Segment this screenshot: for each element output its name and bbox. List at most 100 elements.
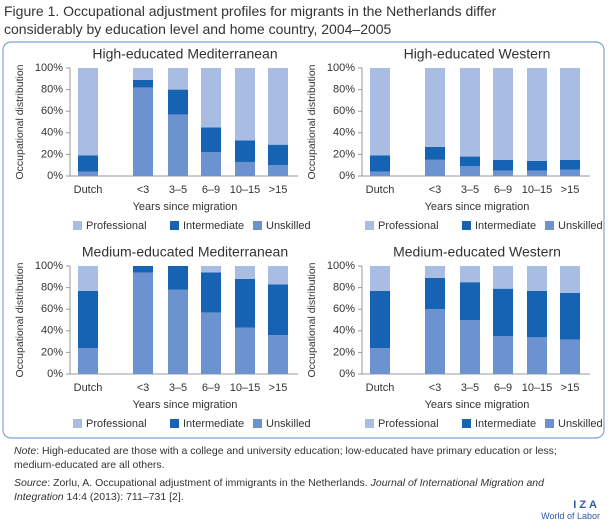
legend-swatch bbox=[73, 419, 82, 428]
bar-segment bbox=[425, 68, 445, 147]
legend-label: Unskilled bbox=[558, 418, 603, 430]
bar-segment bbox=[168, 89, 188, 115]
legend-swatch bbox=[170, 221, 179, 230]
y-tick-label: 0% bbox=[339, 368, 355, 380]
legend-swatch bbox=[545, 419, 554, 428]
y-tick-label: 80% bbox=[41, 84, 63, 96]
bar-segment bbox=[235, 140, 255, 162]
bar-segment bbox=[235, 68, 255, 141]
bar-segment bbox=[527, 337, 547, 374]
bar-segment bbox=[425, 309, 445, 374]
bar-segment bbox=[235, 161, 255, 176]
legend-label: Unskilled bbox=[266, 220, 311, 232]
bar-segment bbox=[78, 266, 98, 291]
y-tick-label: 40% bbox=[41, 127, 63, 139]
x-tick-label: 6–9 bbox=[202, 382, 220, 394]
legend-label: Intermediate bbox=[475, 220, 536, 232]
chart-title: High-educated Mediterranean bbox=[92, 46, 277, 62]
y-tick-label: 60% bbox=[333, 303, 355, 315]
legend-swatch bbox=[545, 221, 554, 230]
bar-segment bbox=[370, 68, 390, 156]
bar-segment bbox=[460, 166, 480, 176]
bar-segment bbox=[493, 170, 513, 176]
x-axis-label: Years since migration bbox=[425, 201, 530, 213]
bar-segment bbox=[460, 266, 480, 283]
legend-swatch bbox=[365, 221, 374, 230]
bar-segment bbox=[235, 327, 255, 374]
bar-segment bbox=[493, 288, 513, 337]
bar-segment bbox=[527, 266, 547, 291]
x-tick-label: <3 bbox=[137, 184, 150, 196]
x-tick-label: >15 bbox=[561, 184, 580, 196]
bar-segment bbox=[201, 272, 221, 313]
x-tick-label: 3–5 bbox=[461, 184, 479, 196]
legend-label: Intermediate bbox=[183, 418, 244, 430]
bar-segment bbox=[527, 170, 547, 176]
y-axis-label: Occupational distribution bbox=[306, 262, 318, 377]
bar-segment bbox=[201, 68, 221, 128]
bar-segment bbox=[133, 68, 153, 80]
y-tick-label: 20% bbox=[333, 148, 355, 160]
legend-label: Professional bbox=[378, 418, 439, 430]
bar-segment bbox=[527, 290, 547, 338]
bar-segment bbox=[268, 284, 288, 336]
y-tick-label: 80% bbox=[333, 84, 355, 96]
y-tick-label: 0% bbox=[47, 368, 63, 380]
legend-label: Intermediate bbox=[475, 418, 536, 430]
y-tick-label: 60% bbox=[41, 105, 63, 117]
x-tick-label: Dutch bbox=[366, 382, 395, 394]
bar-segment bbox=[460, 156, 480, 167]
y-tick-label: 0% bbox=[47, 170, 63, 182]
x-axis-label: Years since migration bbox=[133, 399, 238, 411]
x-tick-label: <3 bbox=[137, 382, 150, 394]
y-tick-label: 40% bbox=[333, 325, 355, 337]
bar-segment bbox=[560, 68, 580, 160]
legend-label: Professional bbox=[86, 418, 147, 430]
logo-sub: World of Labor bbox=[541, 511, 600, 521]
bar-segment bbox=[527, 160, 547, 171]
x-tick-label: 6–9 bbox=[494, 184, 512, 196]
title-line: considerably by education level and home… bbox=[4, 21, 392, 37]
x-tick-label: >15 bbox=[561, 382, 580, 394]
x-tick-label: 10–15 bbox=[522, 184, 553, 196]
bar-segment bbox=[425, 266, 445, 278]
x-tick-label: 6–9 bbox=[202, 184, 220, 196]
y-tick-label: 60% bbox=[333, 105, 355, 117]
note-label: Note bbox=[14, 445, 37, 457]
logo-name: IZA bbox=[573, 499, 600, 511]
x-axis-label: Years since migration bbox=[133, 201, 238, 213]
bar-segment bbox=[493, 159, 513, 171]
x-tick-label: 3–5 bbox=[169, 184, 187, 196]
note-text: : High-educated are those with a college… bbox=[14, 445, 557, 471]
frame bbox=[2, 41, 605, 439]
bar-segment bbox=[560, 169, 580, 176]
source-label: Source bbox=[14, 477, 48, 489]
bar-segment bbox=[168, 68, 188, 90]
bar-segment bbox=[370, 290, 390, 349]
bar-segment bbox=[370, 155, 390, 172]
legend-swatch bbox=[170, 419, 179, 428]
figure-title: Figure 1. Occupational adjustment profil… bbox=[4, 2, 604, 38]
bar-segment bbox=[201, 127, 221, 153]
bar-segment bbox=[560, 266, 580, 293]
legend-swatch bbox=[73, 221, 82, 230]
bar-segment bbox=[268, 266, 288, 285]
y-tick-label: 20% bbox=[333, 346, 355, 358]
legend-label: Intermediate bbox=[183, 220, 244, 232]
y-axis-label: Occupational distribution bbox=[14, 64, 26, 179]
chart-title: Medium-educated Western bbox=[393, 244, 561, 260]
y-tick-label: 100% bbox=[35, 260, 63, 272]
legend-label: Unskilled bbox=[266, 418, 311, 430]
x-tick-label: <3 bbox=[429, 382, 442, 394]
y-tick-label: 20% bbox=[41, 148, 63, 160]
source-journal: Journal of International Migration and I… bbox=[14, 477, 544, 503]
bar-segment bbox=[201, 152, 221, 176]
legend-swatch bbox=[462, 221, 471, 230]
bar-segment bbox=[493, 68, 513, 160]
bar-segment bbox=[493, 336, 513, 374]
x-tick-label: 10–15 bbox=[230, 382, 261, 394]
x-tick-label: >15 bbox=[269, 184, 288, 196]
bar-segment bbox=[168, 266, 188, 290]
bar-segment bbox=[493, 266, 513, 289]
